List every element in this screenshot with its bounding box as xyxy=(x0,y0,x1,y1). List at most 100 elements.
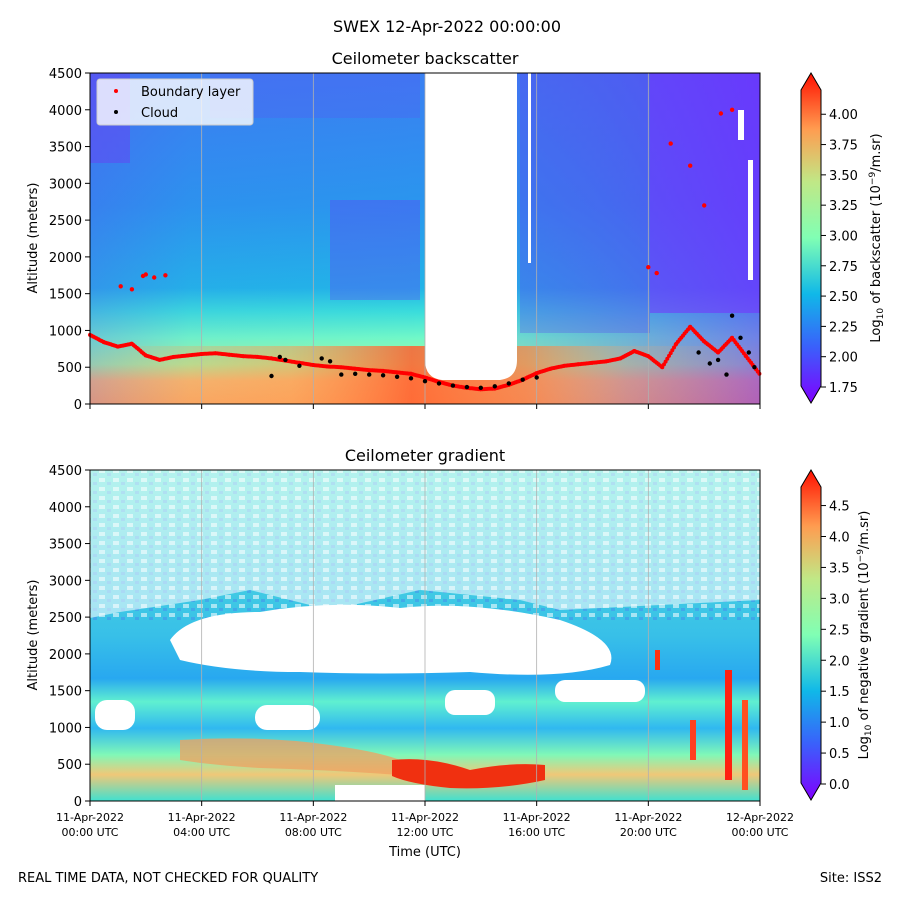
colorbar-tick-label: 2.25 xyxy=(829,320,858,335)
gradient-turbulent-streak xyxy=(690,720,696,760)
colorbar-ticks: 1.75 2.00 2.25 2.50 2.75 3.00 3.25 3.50 3.75 4.00 xyxy=(821,108,858,396)
cloud-marker xyxy=(297,363,302,368)
y-tick-label: 2000 xyxy=(49,251,82,266)
boundary-layer-marker xyxy=(143,272,148,277)
x-tick-label: 11-Apr-2022 20:00 UTC xyxy=(614,811,682,839)
gradient-colorbar: 0.0 0.5 1.0 1.5 2.0 2.5 3.0 3.5 4.0 4.5 Log10 of … xyxy=(800,469,874,801)
gradient-turbulent-streak xyxy=(725,670,732,780)
y-tick-label: 1000 xyxy=(49,721,82,736)
cloud-marker xyxy=(534,375,539,380)
cloud-marker xyxy=(394,374,400,379)
boundary-layer-marker xyxy=(129,287,135,292)
cloud-marker xyxy=(283,357,288,363)
y-tick-label: 2500 xyxy=(49,214,82,229)
backscatter-top-wisp xyxy=(520,73,650,333)
backscatter-x-axis xyxy=(89,404,761,409)
colorbar-tick-label: 3.5 xyxy=(829,561,850,576)
colorbar-tick-label: 3.50 xyxy=(829,169,858,184)
gradient-x-axis: 11-Apr-2022 00:00 UTC 11-Apr-2022 04:00 UTC… xyxy=(56,801,794,839)
y-tick-label: 4500 xyxy=(49,464,82,479)
gradient-strong-layer xyxy=(392,759,545,789)
y-tick-label: 4500 xyxy=(49,67,82,82)
cloud-marker xyxy=(696,350,701,355)
cloud-marker xyxy=(506,381,511,386)
cloud-marker xyxy=(478,385,483,390)
boundary-layer-marker xyxy=(163,273,168,278)
boundary-layer-marker xyxy=(757,371,762,376)
legend-label-cloud: Cloud xyxy=(141,106,178,121)
colorbar-bar xyxy=(800,469,822,801)
cloud-marker xyxy=(436,381,442,386)
boundary-layer-marker xyxy=(663,359,668,364)
legend-label-boundary-layer: Boundary layer xyxy=(141,85,241,100)
cloud-marker xyxy=(277,354,282,360)
colorbar-ticks: 0.0 0.5 1.0 1.5 2.0 2.5 3.0 3.5 4.0 4.5 xyxy=(821,500,850,793)
boundary-layer-marker xyxy=(654,270,659,276)
cloud-marker xyxy=(492,384,497,389)
boundary-layer-upper-markers xyxy=(118,107,735,292)
colorbar-tick-label: 4.00 xyxy=(829,108,858,123)
backscatter-ylabel: Altitude (meters) xyxy=(26,183,41,294)
boundary-layer-markers xyxy=(88,324,762,392)
colorbar-tick-label: 1.0 xyxy=(829,716,850,731)
colorbar-tick-label: 4.0 xyxy=(829,531,850,546)
cloud-marker xyxy=(724,372,729,377)
gradient-xlabel: Time (UTC) xyxy=(388,845,461,860)
y-tick-label: 1000 xyxy=(49,324,82,339)
backscatter-colorbar: 1.75 2.00 2.25 2.50 2.75 3.00 3.25 3.50 3.75 4.00… xyxy=(800,72,886,404)
boundary-layer-marker xyxy=(718,111,724,116)
gradient-low-signal-lens xyxy=(255,705,320,730)
backscatter-panel: Ceilometer backscatter 0 500 1000 1500 2000 2… xyxy=(26,49,886,413)
colorbar-tick-label: 3.0 xyxy=(829,592,850,607)
gradient-title: Ceilometer gradient xyxy=(345,446,505,465)
cloud-marker xyxy=(319,356,324,361)
y-tick-label: 500 xyxy=(57,758,82,773)
colorbar-tick-label: 3.75 xyxy=(829,139,858,154)
boundary-layer-marker xyxy=(702,203,707,208)
x-tick-label: 11-Apr-2022 04:00 UTC xyxy=(168,811,236,839)
cloud-marker xyxy=(715,357,721,363)
figure-suptitle: SWEX 12-Apr-2022 00:00:00 xyxy=(333,17,561,36)
gradient-low-signal-lens xyxy=(445,690,495,715)
legend-marker-cloud xyxy=(114,110,118,114)
x-tick-label: 11-Apr-2022 08:00 UTC xyxy=(279,811,347,839)
y-tick-label: 2500 xyxy=(49,611,82,626)
cloud-marker xyxy=(380,373,386,378)
cloud-markers xyxy=(269,313,757,390)
cloud-marker xyxy=(353,371,358,376)
y-tick-label: 2000 xyxy=(49,648,82,663)
boundary-layer-marker xyxy=(646,265,651,270)
cloud-marker xyxy=(269,373,274,379)
gradient-low-signal-lens xyxy=(95,700,135,730)
colorbar-tick-label: 2.5 xyxy=(829,623,850,638)
boundary-layer-marker xyxy=(668,141,673,146)
gradient-turbulent-streak xyxy=(742,700,748,790)
cloud-marker xyxy=(738,335,743,340)
boundary-layer-marker xyxy=(729,107,735,113)
colorbar-tick-label: 3.00 xyxy=(829,229,858,244)
cloud-marker xyxy=(464,384,470,390)
cloud-marker xyxy=(752,365,757,370)
boundary-layer-marker xyxy=(672,345,676,350)
legend-box xyxy=(96,78,254,126)
x-tick-label: 11-Apr-2022 16:00 UTC xyxy=(503,811,571,839)
backscatter-top-wisp xyxy=(330,200,420,300)
backscatter-missing-data-strip xyxy=(738,110,744,140)
colorbar-tick-label: 2.75 xyxy=(829,260,858,275)
x-tick-label: 11-Apr-2022 00:00 UTC xyxy=(56,811,124,839)
legend-marker-boundary-layer xyxy=(114,89,118,93)
y-tick-label: 4000 xyxy=(49,501,82,516)
cloud-marker xyxy=(339,372,344,377)
gradient-low-signal-lens xyxy=(170,604,612,675)
boundary-layer-marker xyxy=(118,284,123,289)
backscatter-missing-data-strip xyxy=(748,160,753,280)
boundary-layer-marker xyxy=(152,275,157,280)
colorbar-tick-label: 2.00 xyxy=(829,351,858,366)
cloud-marker xyxy=(520,377,525,382)
y-tick-label: 3000 xyxy=(49,177,82,192)
boundary-layer-marker xyxy=(688,163,693,168)
cloud-marker xyxy=(729,313,735,318)
gradient-low-signal-lens xyxy=(555,680,645,702)
colorbar-tick-label: 1.75 xyxy=(829,381,858,396)
